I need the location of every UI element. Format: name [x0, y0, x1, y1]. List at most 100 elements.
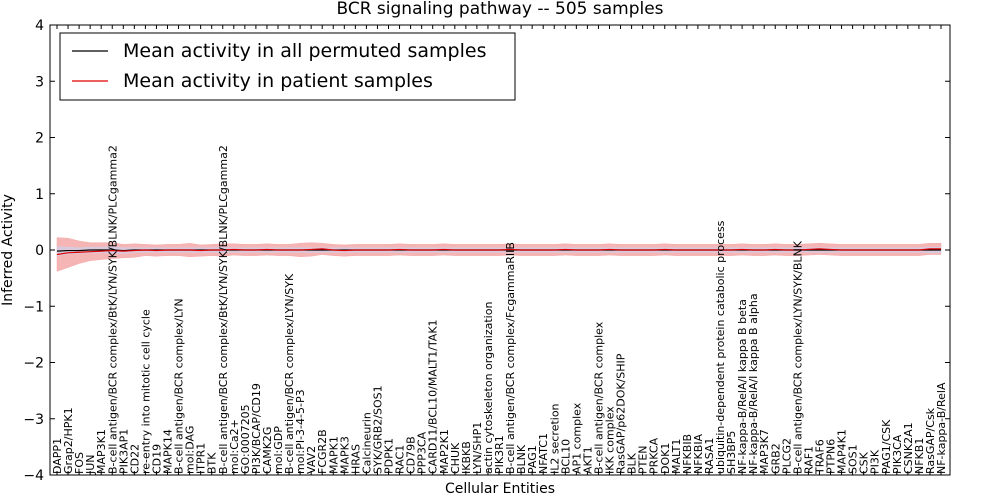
x-category-label: MAP3K1: [95, 429, 108, 474]
x-category-label: NFKB1: [913, 438, 926, 474]
y-axis-label: Inferred Activity: [0, 194, 16, 306]
x-category-label: PIK3AP1: [117, 429, 130, 474]
x-category-label: CSK: [858, 451, 871, 474]
x-category-label: B-cell antigen/BCR complex/FcgammaRIIB: [504, 242, 517, 474]
x-category-label: CHUK: [449, 442, 462, 474]
x-category-label: CAMK2G: [261, 427, 274, 474]
x-category-label: mol:PI-3-4-5-P3: [294, 389, 307, 474]
x-category-label: re-entry into mitotic cell cycle: [139, 309, 152, 474]
x-category-label: PIK3CA: [891, 434, 904, 474]
x-category-label: MAP4K1: [836, 429, 849, 474]
x-category-label: BCL10: [559, 439, 572, 474]
x-category-label: RAC1: [394, 445, 407, 474]
y-tick-label: 4: [35, 18, 44, 34]
x-category-label: ITPR1: [195, 443, 208, 474]
x-category-label: RasGAP/Csk: [924, 407, 937, 474]
x-category-label: PDPK1: [383, 438, 396, 474]
x-category-label: PI3K: [869, 449, 882, 474]
x-category-label: ubiquitin-dependent protein catabolic pr…: [714, 220, 727, 474]
x-category-label: RASA1: [703, 438, 716, 474]
y-tick-label: 1: [35, 187, 44, 203]
x-category-label: B-cell antigen/BCR complex: [592, 321, 605, 474]
x-category-label: PAG1: [526, 445, 539, 474]
y-tick-label: 0: [35, 243, 44, 259]
x-category-label: Grap2/HPK1: [62, 407, 75, 474]
y-tick-label: −1: [23, 299, 44, 315]
x-category-label: PTEN: [637, 445, 650, 474]
x-category-label: PIK3R1: [493, 435, 506, 474]
x-category-label: SH3BP5: [725, 431, 738, 474]
x-category-label: CD79B: [405, 436, 418, 474]
x-category-label: RAF1: [802, 446, 815, 474]
y-tick-label: −2: [23, 356, 44, 372]
legend-entry-patient: Mean activity in patient samples: [123, 70, 433, 92]
x-category-label: BLK: [626, 452, 639, 474]
x-category-label: PTPN6: [825, 439, 838, 474]
series-lines: [56, 248, 941, 256]
x-category-label: IL2 secretion: [548, 403, 561, 474]
x-category-label: PAG1/CSK: [880, 419, 893, 474]
x-category-label: NFKBIB: [681, 434, 694, 474]
x-category-label: NF-kappa-B/RelA/I kappa B beta: [736, 299, 749, 474]
x-category-label: BLNK: [515, 444, 528, 474]
legend-box: [59, 32, 516, 101]
x-category-label: MAPK14: [162, 429, 175, 474]
x-category-label: DAPP1: [51, 438, 64, 474]
x-category-label: mol:GDP: [272, 426, 285, 474]
x-category-label: MAPK3: [338, 436, 351, 474]
x-category-label: B-cell antigen/BCR complex/LYN/SYK/BLNK: [791, 240, 804, 474]
x-category-label: IKBKB: [460, 441, 473, 474]
y-axis: −4 −3 −2 −1 0 1 2 3 4: [23, 18, 950, 484]
x-category-label: MAP3K7: [758, 429, 771, 474]
x-category-label: NFATC1: [537, 433, 550, 474]
x-category-label: SYK/GRB2/SOS1: [371, 385, 384, 474]
x-category-label: AP1 complex: [570, 402, 583, 474]
legend: Mean activity in all permuted samples Me…: [59, 32, 516, 101]
confidence-bands: [56, 237, 942, 272]
x-category-label: mol:DAG: [184, 426, 197, 474]
x-category-label: FOS: [73, 452, 86, 474]
x-category-label: PI3K/BCAP/CD19: [250, 383, 263, 474]
x-category-label: CSNK2A1: [902, 422, 915, 474]
x-category-label: B-cell antigen/BCR complex/BtK/LYN/SYK/B…: [217, 145, 230, 474]
x-category-label: actin cytoskeleton organization: [482, 302, 495, 474]
legend-entry-permuted: Mean activity in all permuted samples: [123, 40, 486, 62]
x-category-label: B-cell antigen/BCR complex/LYN: [173, 298, 186, 474]
x-category-label: BTK: [206, 452, 219, 474]
x-category-label: HRAS: [349, 444, 362, 474]
x-category-label: NF-kappa-B/RelA: [935, 382, 948, 474]
chart-title: BCR signaling pathway -- 505 samples: [336, 0, 663, 19]
line-patient: [56, 248, 941, 256]
x-category-label: CD22: [128, 444, 141, 474]
x-category-label: B-cell antigen/BCR complex/LYN/SYK: [283, 273, 296, 474]
x-category-label: GO:0007205: [239, 404, 252, 474]
x-category-label: JUN: [84, 454, 97, 475]
x-category-label: LYN/SHP1: [471, 422, 484, 474]
x-category-label: B-cell antigen/BCR complex/BtK/LYN/SYK/B…: [106, 145, 119, 474]
y-tick-label: −4: [23, 468, 44, 484]
x-category-label: SOS1: [847, 444, 860, 474]
x-category-label: GRB2: [769, 443, 782, 474]
x-category-label: Calcineurin: [360, 412, 373, 474]
x-category-label: FCGR2B: [316, 429, 329, 474]
x-category-label: AKT1: [581, 446, 594, 474]
x-category-label: VAV2: [305, 446, 318, 474]
x-category-label: TRAF6: [813, 439, 826, 475]
x-category-label: MALT1: [670, 439, 683, 474]
x-category-label: NFKBIA: [692, 433, 705, 474]
y-tick-label: 2: [35, 131, 44, 147]
y-tick-label: 3: [35, 74, 44, 90]
band-patient: [56, 237, 942, 272]
x-axis-label: Cellular Entities: [445, 481, 555, 497]
x-category-label: mol:Ca2+: [228, 419, 241, 474]
x-category-label: CARD11/BCL10/MALT1/TAK1: [427, 319, 440, 474]
x-category-label: PLCG2: [780, 438, 793, 474]
x-category-label: PRKCA: [648, 437, 661, 474]
x-category-label: PPP3CA: [416, 431, 429, 474]
x-category-label: MAP2K1: [438, 429, 451, 474]
x-category-label: MAPK1: [327, 436, 340, 474]
x-category-label: DOK1: [659, 443, 672, 474]
x-category-label: IKK complex: [604, 406, 617, 474]
